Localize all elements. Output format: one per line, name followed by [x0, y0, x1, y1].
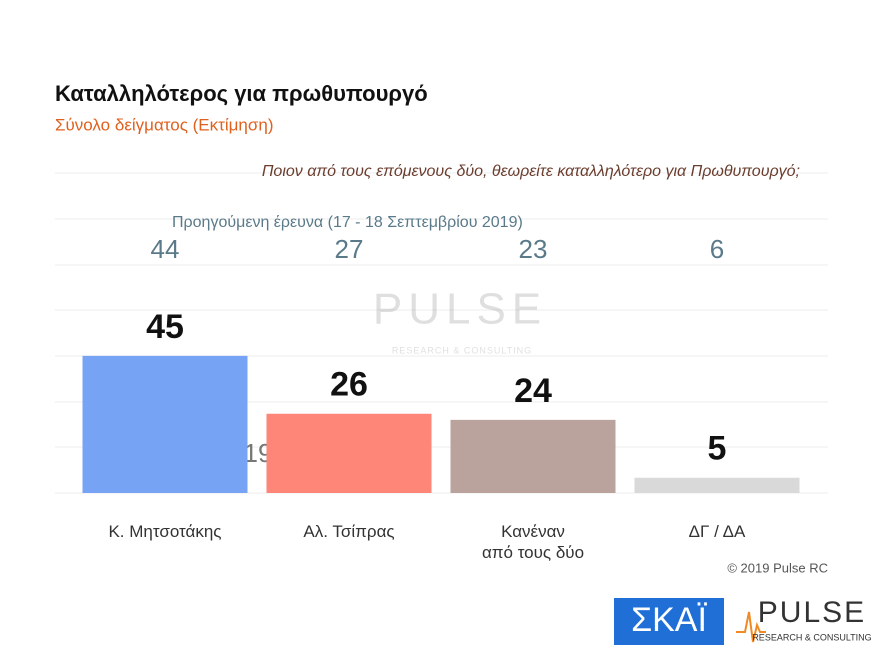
chart-title: Καταλληλότερος για πρωθυπουργό: [55, 81, 428, 106]
value-label: 45: [146, 308, 184, 346]
bar: [634, 477, 800, 493]
previous-value: 6: [710, 234, 724, 264]
value-label: 24: [514, 372, 552, 410]
value-label: 26: [330, 366, 368, 404]
bar: [82, 355, 248, 493]
bar: [266, 413, 432, 493]
watermark: PULSE RESEARCH & CONSULTING: [373, 285, 547, 356]
pollster-tagline: RESEARCH & CONSULTING: [752, 632, 871, 642]
broadcaster-logo-text: ΣΚΑΪ: [631, 601, 707, 639]
x-tick-label: ΔΓ / ΔΑ: [688, 522, 746, 541]
previous-value: 27: [335, 234, 364, 264]
copyright: © 2019 Pulse RC: [727, 560, 828, 575]
watermark-text: PULSE: [373, 285, 547, 334]
x-tick-label: Κ. Μητσοτάκης: [108, 522, 222, 541]
x-tick-label: Αλ. Τσίπρας: [303, 522, 395, 541]
broadcaster-logo: [614, 598, 724, 645]
pollster-logo-icon: [736, 611, 766, 643]
bar: [450, 419, 616, 493]
previous-value: 44: [151, 234, 180, 264]
question: Ποιον από τους επόμενους δύο, θεωρείτε κ…: [262, 163, 800, 180]
x-tick-label: Κανέναν από τους δύο: [481, 522, 585, 562]
previous-value: 23: [519, 234, 548, 264]
watermark-tagline: RESEARCH & CONSULTING: [392, 345, 532, 355]
previous-label: Προηγούμενη έρευνα (17 - 18 Σεπτεμβρίου …: [172, 214, 523, 231]
subtitle: Σύνολο δείγματος (Εκτίμηση): [55, 115, 274, 134]
value-label: 5: [708, 430, 727, 468]
pollster-logo: PULSE: [758, 596, 866, 629]
